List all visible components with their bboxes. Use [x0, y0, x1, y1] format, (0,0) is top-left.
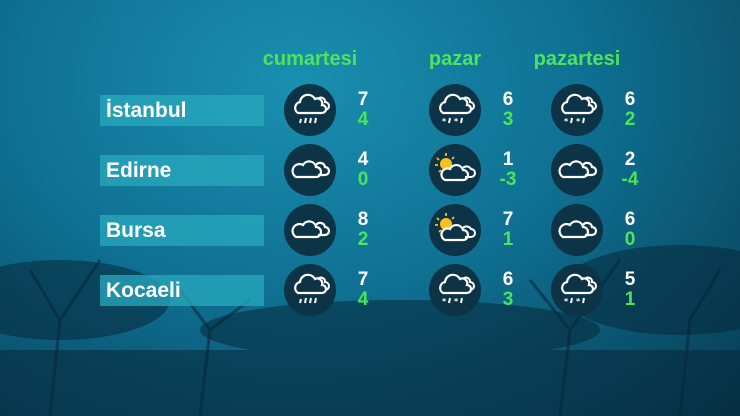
- cloud-sleet-icon: * *: [429, 264, 481, 316]
- temp-low: 1: [624, 289, 636, 310]
- svg-text:*: *: [442, 297, 447, 306]
- temp-low: 4: [357, 289, 369, 310]
- temp-low: 3: [502, 289, 514, 310]
- temp-high: 7: [357, 89, 369, 110]
- temp-low: -3: [499, 169, 517, 190]
- city-label: İstanbul: [100, 95, 264, 126]
- temp-low: 4: [357, 109, 369, 130]
- temp-low: 1: [502, 229, 514, 250]
- temp-high: 6: [624, 89, 636, 110]
- temp-high: 8: [357, 209, 369, 230]
- svg-text:*: *: [442, 117, 447, 126]
- partly-sunny-icon: [429, 204, 481, 256]
- cloudy-icon: [551, 144, 603, 196]
- cloud-rain-icon: [284, 264, 336, 316]
- cloudy-icon: [284, 204, 336, 256]
- temp-low: 2: [624, 109, 636, 130]
- temp-high: 2: [624, 149, 636, 170]
- city-label: Bursa: [100, 215, 264, 246]
- day-header-pazartesi: pazartesi: [533, 48, 621, 70]
- cloud-rain-icon: [284, 84, 336, 136]
- temp-high: 6: [502, 89, 514, 110]
- svg-text:*: *: [454, 117, 459, 126]
- temp-low: 0: [357, 169, 369, 190]
- cloudy-icon: [284, 144, 336, 196]
- cloud-sleet-icon: * *: [551, 264, 603, 316]
- temp-high: 4: [357, 149, 369, 170]
- temp-low: -4: [621, 169, 639, 190]
- city-label: Edirne: [100, 155, 264, 186]
- day-header-pazar: pazar: [428, 48, 482, 70]
- partly-sunny-icon: [429, 144, 481, 196]
- cloud-sleet-icon: * *: [429, 84, 481, 136]
- temp-high: 6: [502, 269, 514, 290]
- temp-high: 5: [624, 269, 636, 290]
- svg-text:*: *: [564, 297, 569, 306]
- temp-high: 6: [624, 209, 636, 230]
- svg-text:*: *: [576, 297, 581, 306]
- cloud-sleet-icon: * *: [551, 84, 603, 136]
- temp-high: 7: [357, 269, 369, 290]
- svg-text:*: *: [576, 117, 581, 126]
- cloudy-icon: [551, 204, 603, 256]
- temp-low: 0: [624, 229, 636, 250]
- svg-text:*: *: [564, 117, 569, 126]
- temp-high: 1: [502, 149, 514, 170]
- temp-low: 2: [357, 229, 369, 250]
- day-header-cumartesi: cumartesi: [262, 48, 358, 70]
- temp-high: 7: [502, 209, 514, 230]
- temp-low: 3: [502, 109, 514, 130]
- svg-text:*: *: [454, 297, 459, 306]
- city-label: Kocaeli: [100, 275, 264, 306]
